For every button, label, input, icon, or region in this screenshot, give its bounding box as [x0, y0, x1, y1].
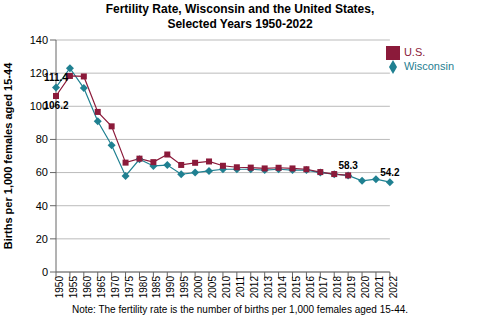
html-text:Fertility Rate, Wisconsin and: Fertility Rate, Wisconsin and the United…: [105, 2, 375, 16]
svg-text:1950: 1950: [54, 276, 65, 299]
svg-text:2013: 2013: [263, 276, 274, 299]
svg-text:2010: 2010: [221, 276, 232, 299]
html-text:Selected Years 1950-2022: Selected Years 1950-2022: [167, 17, 313, 31]
svg-text:140: 140: [30, 34, 48, 46]
svg-text:2020: 2020: [360, 276, 371, 299]
svg-text:100: 100: [29, 100, 48, 113]
svg-text:1970: 1970: [110, 276, 121, 299]
svg-text:2005: 2005: [207, 276, 218, 299]
svg-text:106.2: 106.2: [43, 100, 68, 111]
svg-text:2016: 2016: [305, 276, 316, 299]
html-text:Note: The fertility rate is th: Note: The fertility rate is the number o…: [71, 304, 408, 315]
svg-text:2019: 2019: [346, 276, 357, 299]
svg-text:58.3: 58.3: [338, 160, 358, 171]
svg-text:1960: 1960: [82, 276, 93, 299]
svg-text:60: 60: [36, 166, 48, 178]
svg-text:1995: 1995: [179, 276, 190, 299]
svg-text:1980: 1980: [138, 276, 149, 299]
svg-text:2000: 2000: [193, 276, 204, 299]
html-text:Wisconsin: Wisconsin: [403, 60, 454, 73]
svg-text:40: 40: [36, 200, 48, 212]
svg-text:2011: 2011: [235, 276, 246, 298]
svg-text:120: 120: [29, 67, 48, 79]
svg-text:Births per 1,000 females aged: Births per 1,000 females aged 15-44: [8, 62, 14, 249]
svg-text:80: 80: [36, 133, 48, 145]
svg-text:2012: 2012: [249, 276, 260, 299]
svg-text:2014: 2014: [277, 276, 288, 299]
svg-text:1955: 1955: [68, 276, 79, 299]
svg-text:54.2: 54.2: [380, 167, 400, 178]
svg-text:1985: 1985: [151, 276, 162, 299]
svg-text:2022: 2022: [388, 276, 399, 299]
svg-text:111.4: 111.4: [44, 72, 68, 83]
svg-text:1975: 1975: [124, 276, 135, 299]
html-text:U.S.: U.S.: [403, 46, 426, 58]
svg-text:2021: 2021: [374, 276, 385, 299]
svg-text:1965: 1965: [96, 276, 107, 299]
svg-text:20: 20: [36, 233, 48, 245]
svg-text:2017: 2017: [318, 276, 329, 299]
svg-text:0: 0: [42, 266, 48, 278]
svg-text:1990: 1990: [165, 276, 176, 299]
svg-text:2015: 2015: [291, 276, 302, 299]
svg-text:2018: 2018: [332, 276, 343, 299]
